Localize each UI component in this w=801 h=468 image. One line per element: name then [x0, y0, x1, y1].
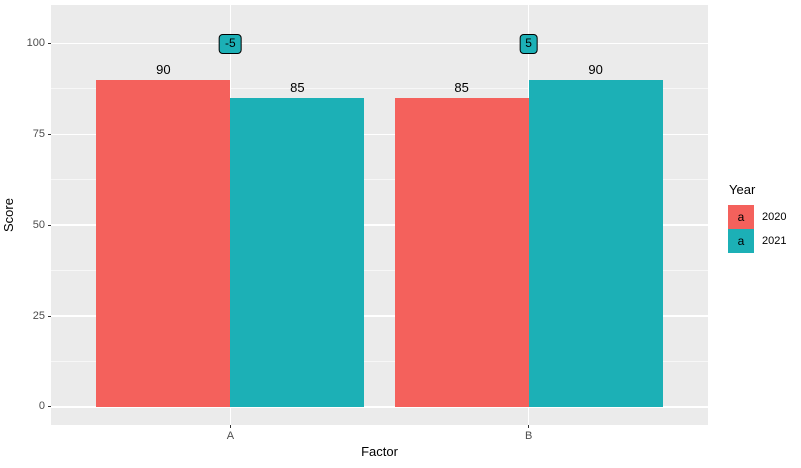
- diff-label-B: 5: [519, 33, 538, 54]
- gridline-minor: [51, 179, 708, 181]
- gridline-major: [51, 315, 708, 317]
- gridline-minor: [51, 88, 708, 90]
- gridline-major: [51, 133, 708, 136]
- bar-value-label-B-2020: 85: [454, 80, 469, 95]
- legend-item-2021: a 2021: [728, 229, 801, 253]
- gridline-major: [51, 224, 708, 226]
- diff-label-A: -5: [219, 33, 242, 54]
- bar-B-2021: [528, 79, 663, 407]
- legend-label-2021: 2021: [762, 235, 787, 247]
- legend-title: Year: [729, 182, 756, 197]
- y-tick-label: 0: [38, 400, 45, 413]
- bar-A-2020: [96, 79, 231, 407]
- x-axis-title: Factor: [361, 444, 398, 459]
- x-tick-label-A: A: [226, 430, 235, 442]
- y-tick-label: 100: [26, 37, 45, 49]
- legend-label-2020: 2020: [762, 211, 787, 223]
- bar-value-label-B-2021: 90: [588, 61, 603, 77]
- gridline-major: [51, 406, 708, 408]
- y-tick-label: 25: [32, 309, 45, 322]
- legend-key-2021-swatch: a: [728, 229, 754, 253]
- y-tick-mark: [47, 315, 51, 317]
- y-axis-title: Score: [1, 198, 16, 232]
- x-tick-mark: [229, 425, 231, 428]
- legend-key-2020-swatch: a: [728, 205, 754, 229]
- bar-value-label-A-2021: 85: [290, 80, 305, 95]
- bar-value-label-A-2020: 90: [156, 61, 171, 77]
- x-tick-mark: [528, 425, 530, 428]
- legend: Year a 2020 a 2021: [728, 182, 801, 253]
- bar-B-2020: [394, 98, 529, 407]
- y-tick-label: 50: [32, 218, 45, 231]
- y-tick-label: 75: [32, 127, 45, 140]
- gridline-minor: [51, 360, 708, 362]
- gridline-minor: [51, 270, 708, 272]
- plot-panel: 90 85 -5 85 90 5: [51, 5, 708, 425]
- legend-item-2020: a 2020: [728, 205, 801, 229]
- y-tick-mark: [47, 133, 51, 135]
- y-tick-mark: [47, 224, 51, 226]
- x-tick-label-B: B: [524, 430, 533, 442]
- bar-A-2021: [230, 98, 365, 407]
- y-tick-mark: [47, 406, 51, 408]
- gridline-major: [51, 42, 708, 45]
- y-tick-mark: [47, 43, 51, 44]
